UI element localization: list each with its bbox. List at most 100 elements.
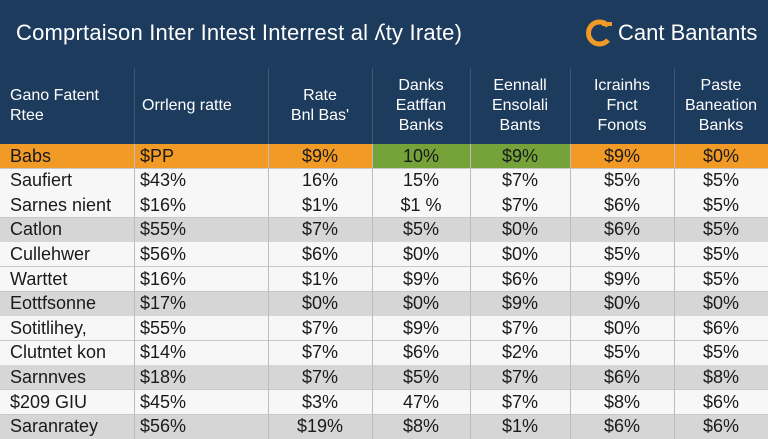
table-cell: $5%	[603, 170, 641, 191]
table-cell: $6%	[301, 243, 339, 264]
table-row: Sotitlihey, $55% $7% $9% $7% $0% $6%	[0, 316, 768, 341]
page-title: Comprtaison Inter Intest Interrest al ʎt…	[16, 20, 463, 45]
table-cell: $1%	[501, 416, 539, 437]
table-cell: $0%	[501, 219, 539, 240]
table-cell: $9%	[402, 317, 440, 338]
table-cell: $5%	[702, 170, 740, 191]
row-label: Cullehwer	[10, 243, 91, 264]
table-cell: $5%	[702, 194, 740, 215]
table-body: Babs $PP $9% 10% $9% $9% $0% Saufiert $43% 16% 15%…	[0, 144, 768, 439]
table-cell: $45%	[140, 391, 187, 412]
row-label: Saranratey	[10, 416, 99, 437]
row-divider	[0, 291, 768, 292]
table-cell: $1%	[301, 194, 339, 215]
row-divider	[0, 340, 768, 342]
table-cell: $6%	[501, 268, 539, 289]
table-cell: $6%	[603, 194, 641, 215]
table-cell: $19%	[296, 416, 344, 437]
table-cell: $7%	[301, 342, 339, 363]
table-cell: $8%	[603, 391, 641, 412]
row-label: Catlon	[10, 219, 63, 240]
row-label: Sotitlihey,	[10, 317, 87, 338]
table-cell: $7%	[501, 366, 539, 387]
table-cell: $0%	[402, 243, 440, 264]
header-separator	[470, 68, 471, 144]
table-cell: $16%	[140, 268, 187, 289]
table-cell: $14%	[140, 342, 187, 363]
table-row: Sarnnves $18% $7% $5% $7% $6% $8%	[0, 365, 768, 390]
bank-logo-icon	[586, 19, 612, 47]
table-cell: $0%	[402, 293, 440, 314]
table-cell: $7%	[301, 219, 339, 240]
table-cell: $9%	[301, 145, 339, 166]
table-cell: $1 %	[400, 194, 442, 215]
table-cell: $56%	[140, 243, 187, 264]
table-cell: $5%	[603, 342, 641, 363]
table-row: Babs $PP $9% 10% $9% $9% $0%	[0, 144, 768, 168]
table-cell: $2%	[501, 342, 539, 363]
table-cell: $5%	[702, 243, 740, 264]
table-cell: $7%	[501, 194, 539, 215]
table-cell: $5%	[702, 219, 740, 240]
table-cell: $7%	[501, 170, 539, 191]
table-cell: $5%	[402, 366, 440, 387]
table-cell: $16%	[140, 194, 187, 215]
table-row: Clutntet kon $14% $7% $6% $2% $5% $5%	[0, 340, 768, 365]
table-cell: $0%	[603, 317, 641, 338]
row-label: Clutntet kon	[10, 342, 107, 363]
header-separator	[570, 68, 571, 144]
row-divider	[0, 168, 768, 169]
header-separator	[674, 68, 675, 144]
row-label: $209 GIU	[10, 391, 88, 412]
table-cell: $1%	[301, 268, 339, 289]
column-separator	[134, 144, 135, 439]
table-cell: $55%	[140, 317, 187, 338]
table-cell: $7%	[501, 391, 539, 412]
row-label: Sarnes nient	[10, 194, 112, 215]
table-cell: $9%	[402, 268, 440, 289]
table-cell: $6%	[702, 416, 740, 437]
table-cell: $6%	[603, 219, 641, 240]
table-cell: $18%	[140, 366, 187, 387]
row-divider	[0, 217, 768, 219]
table-cell: $9%	[603, 145, 641, 166]
table-cell: $5%	[402, 219, 440, 240]
row-divider	[0, 389, 768, 391]
table-cell: $3%	[301, 391, 339, 412]
table-cell: $7%	[301, 317, 339, 338]
column-header-0: Gano Fatent Rtee	[10, 87, 99, 124]
table-cell: $5%	[702, 342, 740, 363]
column-header-1: Orrleng ratte	[142, 97, 232, 114]
table-row: Eottfsonne $17% $0% $0% $9% $0% $0%	[0, 291, 768, 316]
header-separator	[372, 68, 373, 144]
column-header-6: Paste Baneation Banks	[684, 77, 758, 134]
table-row: $209 GIU $45% $3% 47% $7% $8% $6%	[0, 390, 768, 414]
column-header-2: Rate Bnl Bas'	[290, 87, 350, 124]
row-divider	[0, 364, 768, 366]
table-row: Saranratey $56% $19% $8% $1% $6% $6%	[0, 414, 768, 439]
column-header-3: Danks Eatffan Banks	[395, 77, 447, 134]
column-header-4: Eennall Ensolali Bants	[491, 77, 549, 134]
table-row: Saufiert $43% 16% 15% $7% $5% $5%	[0, 168, 768, 193]
table-cell: $9%	[470, 144, 570, 168]
table-cell: $6%	[702, 391, 740, 412]
table-cell: $8%	[702, 366, 740, 387]
row-divider	[0, 266, 768, 268]
table-cell: $7%	[301, 366, 339, 387]
table-cell: $6%	[402, 342, 440, 363]
column-separator	[570, 144, 571, 439]
table-cell: $0%	[603, 293, 641, 314]
table-row: Warttet $16% $1% $9% $6% $9% $5%	[0, 267, 768, 291]
table-cell: 16%	[301, 170, 339, 191]
brand-name: Cant Bantants	[618, 20, 758, 45]
table-cell: 47%	[402, 391, 440, 412]
table-cell: $43%	[140, 170, 187, 191]
column-separator	[470, 144, 471, 439]
row-label: Eottfsonne	[10, 293, 97, 314]
table-row: Catlon $55% $7% $5% $0% $6% $5%	[0, 217, 768, 242]
row-divider	[0, 414, 768, 415]
table-cell: $6%	[603, 416, 641, 437]
table-cell: $0%	[301, 293, 339, 314]
brand: Cant Bantants	[584, 16, 757, 50]
table-cell: $5%	[603, 243, 641, 264]
